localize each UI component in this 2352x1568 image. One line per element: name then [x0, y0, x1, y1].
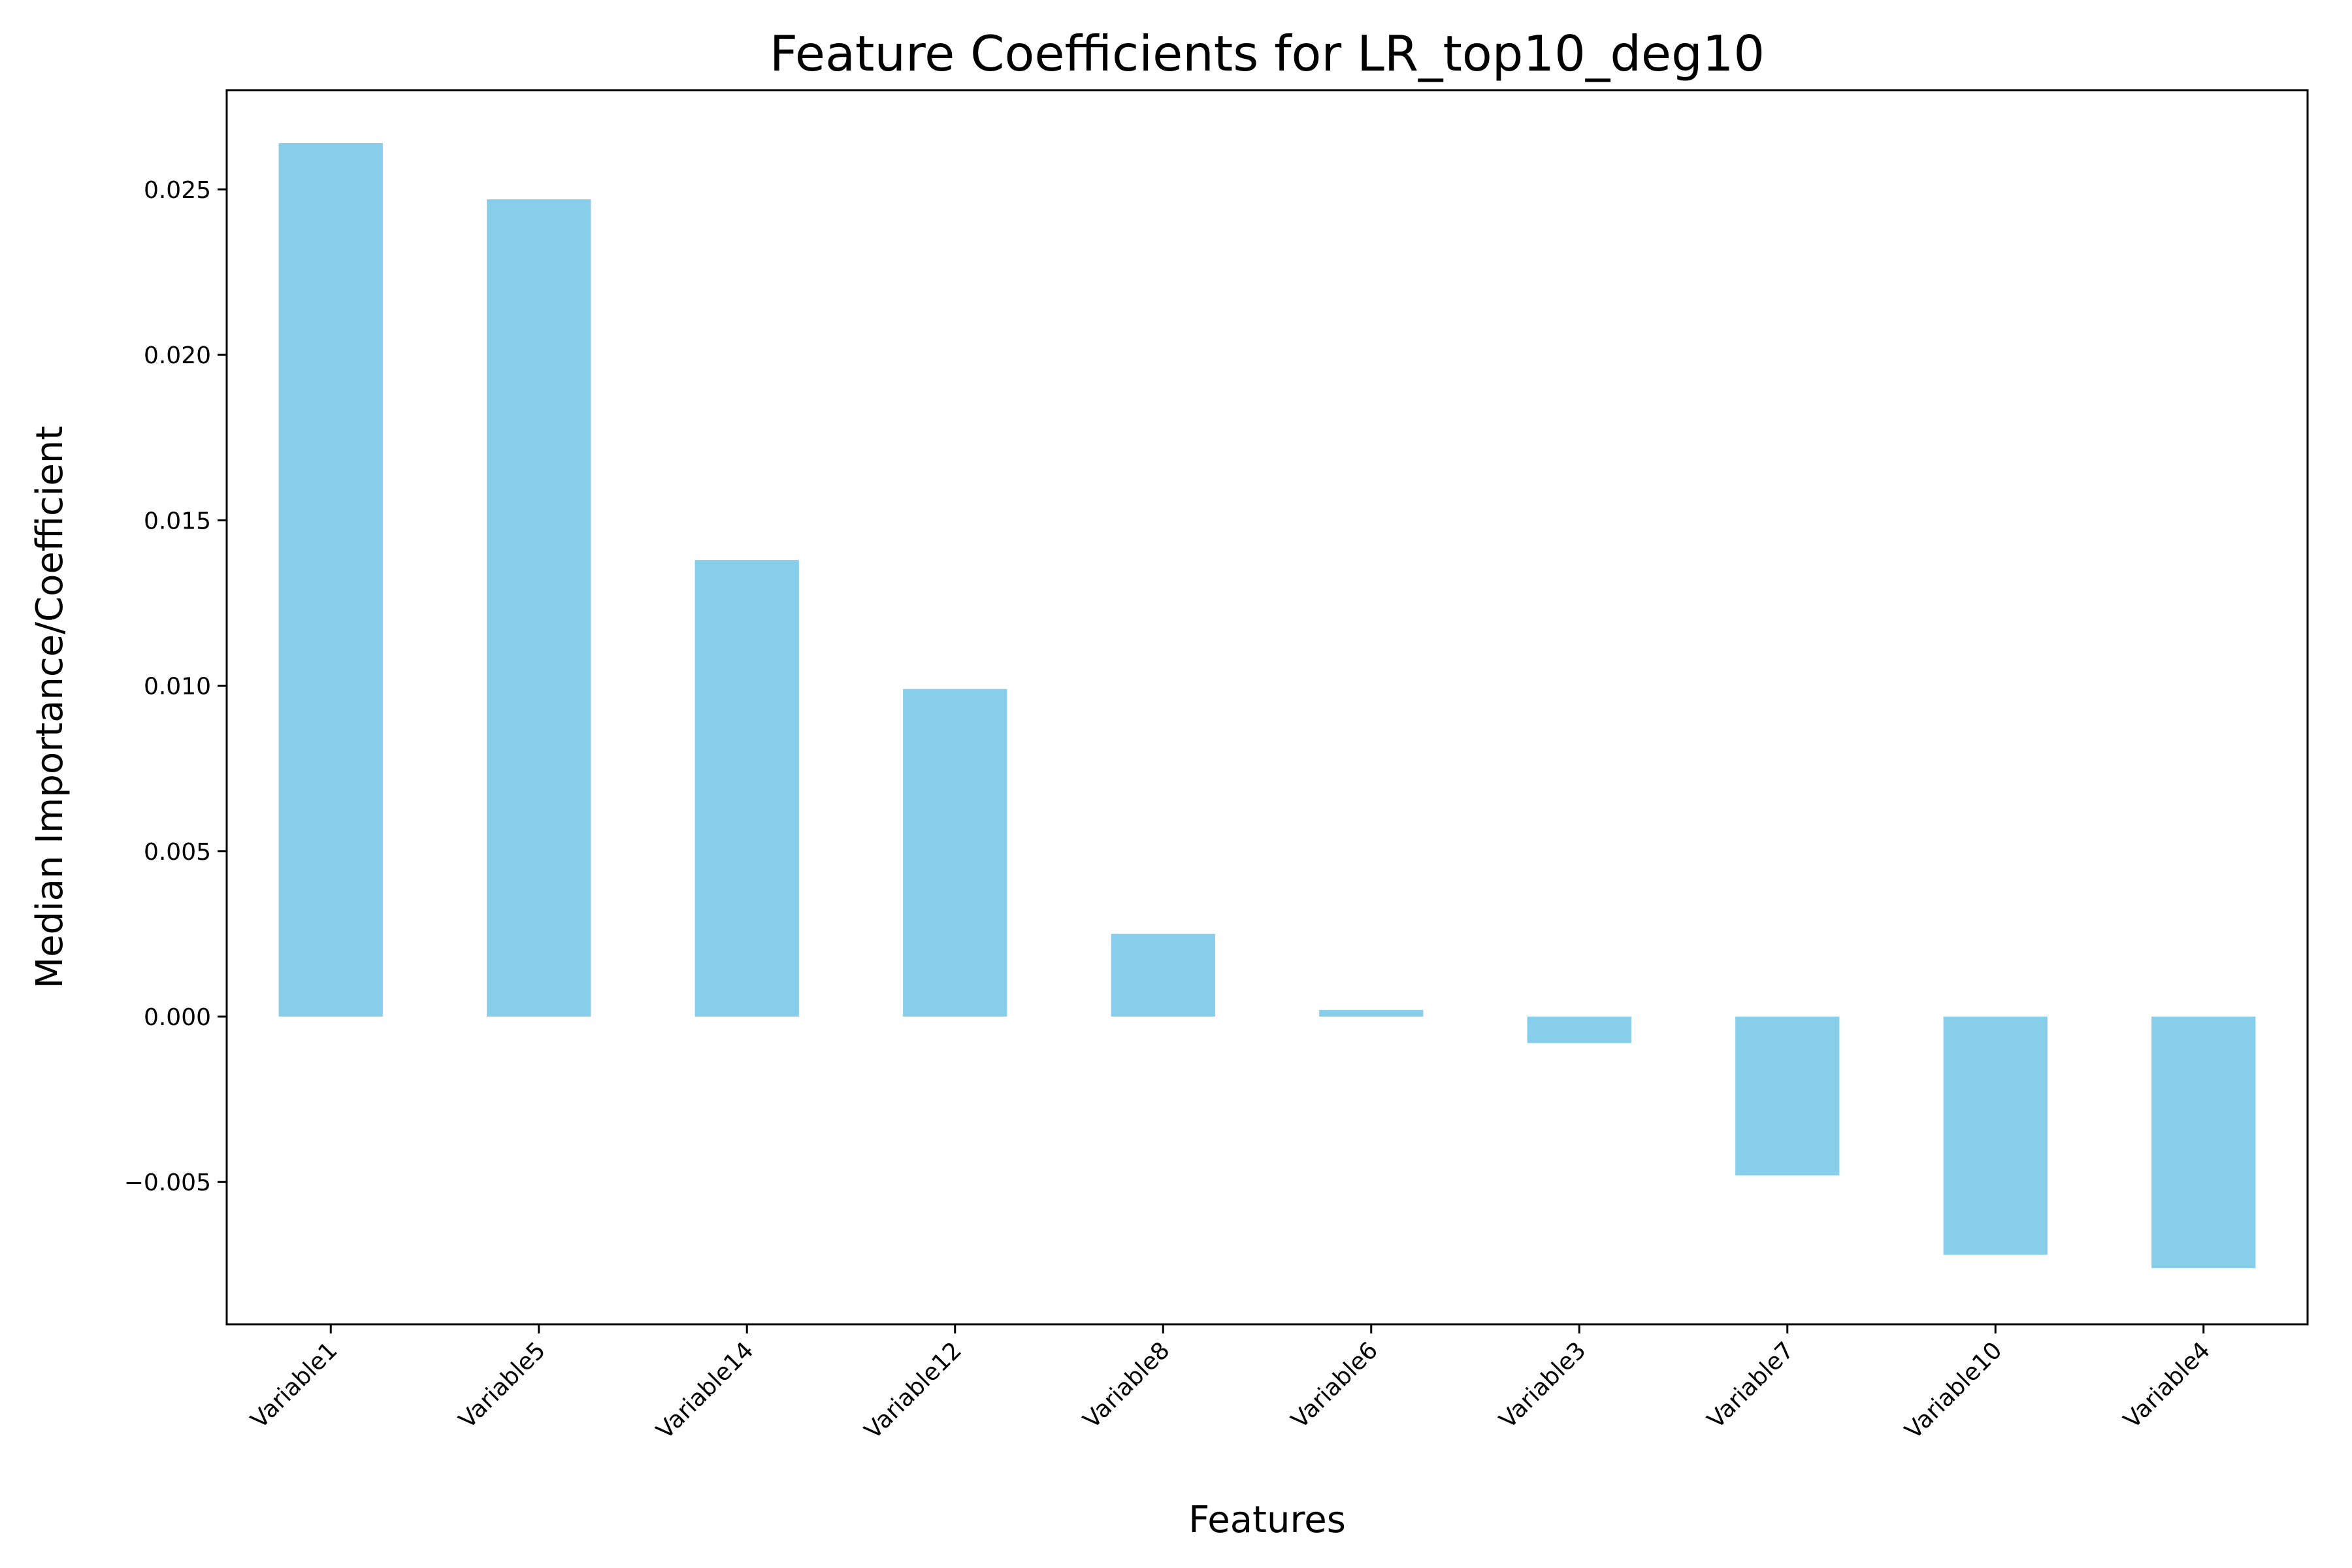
bar-variable3	[1527, 1017, 1631, 1043]
bar-variable10	[1943, 1017, 2048, 1255]
y-tick-label: 0.005	[144, 839, 211, 866]
bar-variable7	[1735, 1017, 1840, 1176]
y-axis-title: Median Importance/Coefficient	[29, 426, 71, 988]
y-tick-label: 0.020	[144, 342, 211, 369]
chart-title: Feature Coefficients for LR_top10_deg10	[770, 25, 1765, 82]
bar-variable14	[694, 560, 799, 1017]
bar-variable4	[2151, 1017, 2256, 1268]
bars-layer	[278, 143, 2256, 1268]
y-tick-label: −0.005	[124, 1169, 211, 1196]
bar-variable6	[1319, 1009, 1424, 1017]
y-tick-label: 0.025	[144, 177, 211, 204]
bar-variable8	[1111, 934, 1215, 1017]
bar-variable12	[903, 689, 1007, 1017]
y-axis-ticks: −0.005 0.000 0.005 0.010 0.015 0.020 0.025	[124, 177, 227, 1196]
bar-variable5	[487, 199, 591, 1017]
y-tick-label: 0.010	[144, 674, 211, 700]
x-axis-title: Features	[1188, 1499, 1346, 1541]
y-tick-label: 0.000	[144, 1004, 211, 1031]
bar-variable1	[278, 143, 383, 1017]
y-tick-label: 0.015	[144, 508, 211, 534]
plot-frame	[225, 89, 2309, 1326]
